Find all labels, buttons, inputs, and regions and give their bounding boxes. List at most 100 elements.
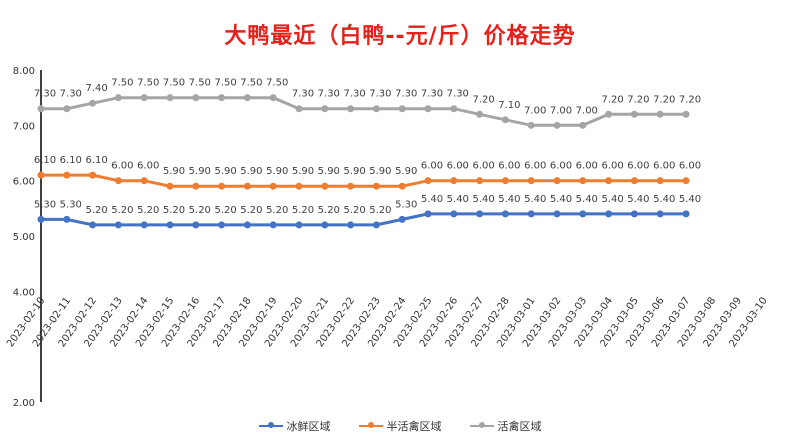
data-label: 5.90: [343, 166, 365, 177]
data-label: 5.90: [189, 166, 211, 177]
data-point: [37, 105, 45, 113]
legend-swatch: [258, 422, 283, 428]
data-label: 7.40: [85, 83, 107, 94]
data-label: 7.50: [111, 78, 133, 89]
data-label: 7.50: [266, 78, 288, 89]
series-line: [41, 212, 686, 227]
legend-label: 活禽区域: [497, 420, 542, 433]
data-label: 5.90: [369, 166, 391, 177]
data-point: [553, 210, 561, 218]
data-point: [630, 177, 638, 185]
data-point: [450, 105, 458, 113]
chart-legend: 冰鲜区域 半活禽区域 活禽区域: [0, 418, 800, 434]
data-point: [656, 110, 664, 118]
data-label: 5.40: [601, 194, 623, 205]
data-label: 6.00: [447, 161, 469, 172]
data-label: 6.00: [498, 161, 520, 172]
data-point: [398, 105, 406, 113]
data-point: [501, 116, 509, 124]
data-point: [630, 110, 638, 118]
series-line: [41, 173, 686, 188]
data-point: [63, 215, 71, 223]
data-label: 5.40: [550, 194, 572, 205]
legend-label: 冰鲜区域: [286, 420, 331, 433]
data-label: 5.30: [60, 199, 82, 210]
data-label: 5.20: [214, 205, 236, 216]
data-point: [682, 177, 690, 185]
data-label: 7.30: [292, 89, 314, 100]
data-label: 5.40: [421, 194, 443, 205]
data-point: [476, 210, 484, 218]
data-point: [37, 215, 45, 223]
data-point: [682, 210, 690, 218]
y-tick-label: 7.00: [13, 121, 35, 132]
data-point: [218, 221, 226, 229]
data-point: [295, 182, 303, 190]
data-label: 7.30: [447, 89, 469, 100]
data-point: [347, 221, 355, 229]
data-point: [347, 105, 355, 113]
legend-swatch: [469, 422, 494, 428]
data-label: 7.50: [240, 78, 262, 89]
data-label: 7.30: [34, 89, 56, 100]
data-label: 5.40: [653, 194, 675, 205]
legend-item: 冰鲜区域: [258, 418, 331, 434]
data-label: 5.40: [498, 194, 520, 205]
data-point: [114, 94, 122, 102]
data-label: 5.20: [189, 205, 211, 216]
data-point: [501, 177, 509, 185]
data-point: [527, 177, 535, 185]
data-label: 5.20: [318, 205, 340, 216]
data-label: 7.00: [550, 105, 572, 116]
data-point: [140, 221, 148, 229]
data-point: [218, 94, 226, 102]
data-point: [424, 105, 432, 113]
data-label: 5.20: [369, 205, 391, 216]
data-label: 7.30: [60, 89, 82, 100]
data-point: [295, 221, 303, 229]
data-point: [269, 182, 277, 190]
data-label: 5.20: [343, 205, 365, 216]
data-label: 5.30: [34, 199, 56, 210]
series-line: [41, 96, 686, 127]
data-point: [321, 105, 329, 113]
data-point: [140, 177, 148, 185]
data-point: [424, 177, 432, 185]
data-label: 6.10: [60, 155, 82, 166]
data-point: [63, 105, 71, 113]
data-point: [347, 182, 355, 190]
data-label: 6.00: [472, 161, 494, 172]
data-point: [114, 177, 122, 185]
chart-title: 大鸭最近（白鸭--元/斤）价格走势: [224, 24, 576, 49]
data-point: [450, 177, 458, 185]
data-label: 7.30: [395, 89, 417, 100]
data-label: 5.40: [627, 194, 649, 205]
data-point: [579, 210, 587, 218]
data-label: 6.00: [601, 161, 623, 172]
data-point: [398, 182, 406, 190]
data-label: 7.30: [318, 89, 340, 100]
data-label: 7.00: [524, 105, 546, 116]
data-label: 6.00: [524, 161, 546, 172]
data-point: [243, 94, 251, 102]
data-point: [166, 182, 174, 190]
data-label: 7.30: [343, 89, 365, 100]
data-point: [372, 182, 380, 190]
legend-item: 半活禽区域: [358, 418, 442, 434]
data-label: 6.00: [653, 161, 675, 172]
data-point: [579, 177, 587, 185]
data-point: [243, 221, 251, 229]
data-point: [321, 182, 329, 190]
data-label: 5.20: [163, 205, 185, 216]
legend-item: 活禽区域: [469, 418, 542, 434]
data-point: [605, 177, 613, 185]
y-tick-label: 4.00: [13, 287, 35, 298]
data-label: 7.00: [576, 105, 598, 116]
data-label: 5.30: [395, 199, 417, 210]
data-point: [682, 110, 690, 118]
data-point: [501, 210, 509, 218]
data-point: [192, 221, 200, 229]
data-label: 7.30: [369, 89, 391, 100]
